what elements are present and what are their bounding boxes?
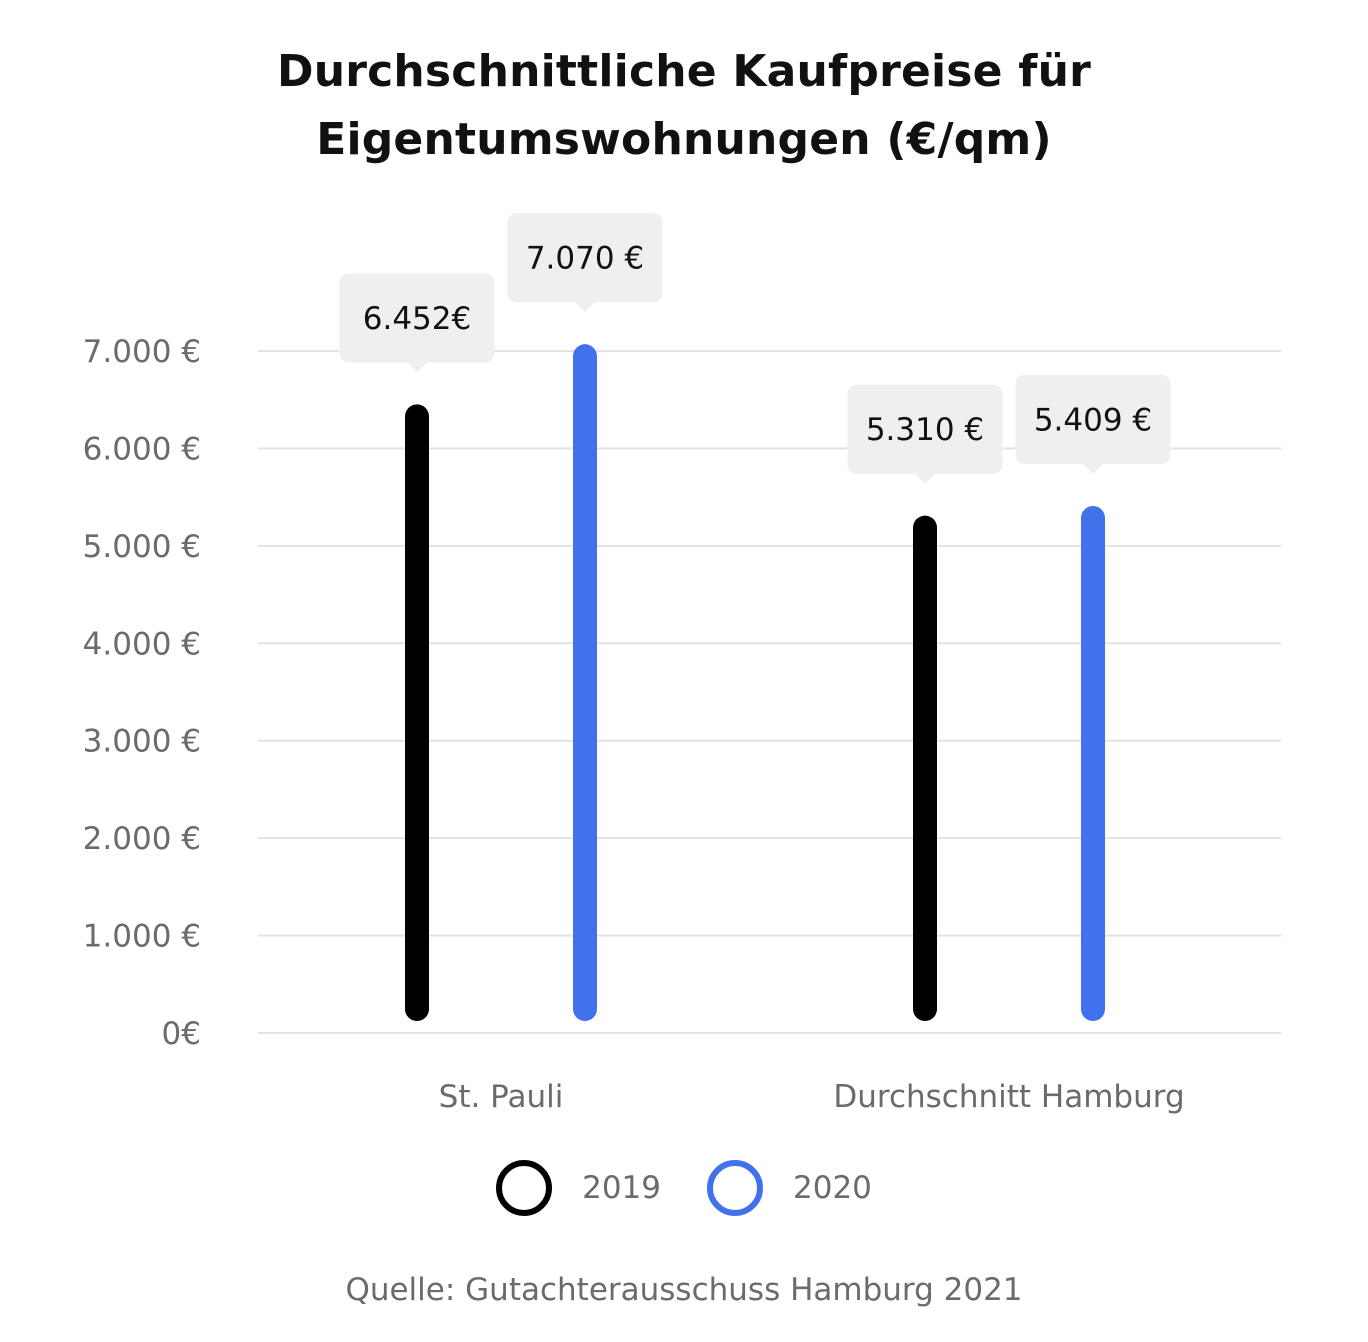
bars <box>405 344 1105 1021</box>
callout-box <box>339 273 495 363</box>
callout-box <box>1015 375 1171 465</box>
legend: 2019 2020 <box>0 1160 1368 1216</box>
source-note: Quelle: Gutachterausschuss Hamburg 2021 <box>345 1272 1023 1308</box>
legend-label-2020: 2020 <box>793 1170 872 1206</box>
x-category-label: Durchschnitt Hamburg <box>833 1079 1184 1115</box>
data-label: 5.310 € <box>866 412 984 448</box>
legend-item-2020: 2020 <box>707 1160 872 1216</box>
chart-title: Durchschnittliche Kaufpreise für Eigentu… <box>0 38 1368 174</box>
y-tick-label: 5.000 € <box>83 529 201 565</box>
legend-marker-2020 <box>707 1160 763 1216</box>
legend-label-2019: 2019 <box>582 1170 661 1206</box>
data-label-callout: 5.409 € <box>1015 375 1171 475</box>
y-tick-label: 4.000 € <box>83 626 201 662</box>
data-label-callout: 5.310 € <box>847 384 1003 484</box>
data-label-callout: 7.070 € <box>507 213 663 313</box>
x-category-label: St. Pauli <box>439 1079 564 1115</box>
bar <box>573 344 597 1021</box>
callout-pointer <box>574 301 596 313</box>
bar <box>913 515 937 1021</box>
x-axis-categories: St. Pauli Durchschnitt Hamburg <box>439 1079 1185 1115</box>
y-tick-label: 0€ <box>162 1016 201 1052</box>
y-tick-label: 1.000 € <box>83 919 201 955</box>
data-label: 6.452€ <box>363 301 471 337</box>
bar <box>405 404 429 1021</box>
callout-box <box>847 384 1003 474</box>
legend-item-2019: 2019 <box>496 1160 661 1216</box>
data-label: 7.070 € <box>526 241 644 277</box>
y-tick-label: 6.000 € <box>83 431 201 467</box>
data-labels: 6.452€ 5.310 € 7.070 € 5.409 € <box>339 213 1171 484</box>
callout-pointer <box>914 472 936 484</box>
data-label: 5.409 € <box>1034 403 1152 439</box>
callout-pointer <box>1082 463 1104 475</box>
bar-chart: 0€ 1.000 € 2.000 € 3.000 € 4.000 € 5.000 € 6.0… <box>83 213 1281 1115</box>
chart-title-line-2: Eigentumswohnungen (€/qm) <box>316 114 1052 165</box>
y-axis-ticks: 0€ 1.000 € 2.000 € 3.000 € 4.000 € 5.000 € 6.0… <box>83 334 201 1052</box>
y-tick-label: 2.000 € <box>83 821 201 857</box>
bar <box>1081 506 1105 1021</box>
callout-box <box>507 213 663 303</box>
y-tick-label: 7.000 € <box>83 334 201 370</box>
legend-marker-2019 <box>496 1160 553 1216</box>
callout-pointer <box>406 361 428 373</box>
chart-title-line-1: Durchschnittliche Kaufpreise für <box>276 46 1092 97</box>
data-label-callout: 6.452€ <box>339 273 495 373</box>
y-tick-label: 3.000 € <box>83 724 201 760</box>
